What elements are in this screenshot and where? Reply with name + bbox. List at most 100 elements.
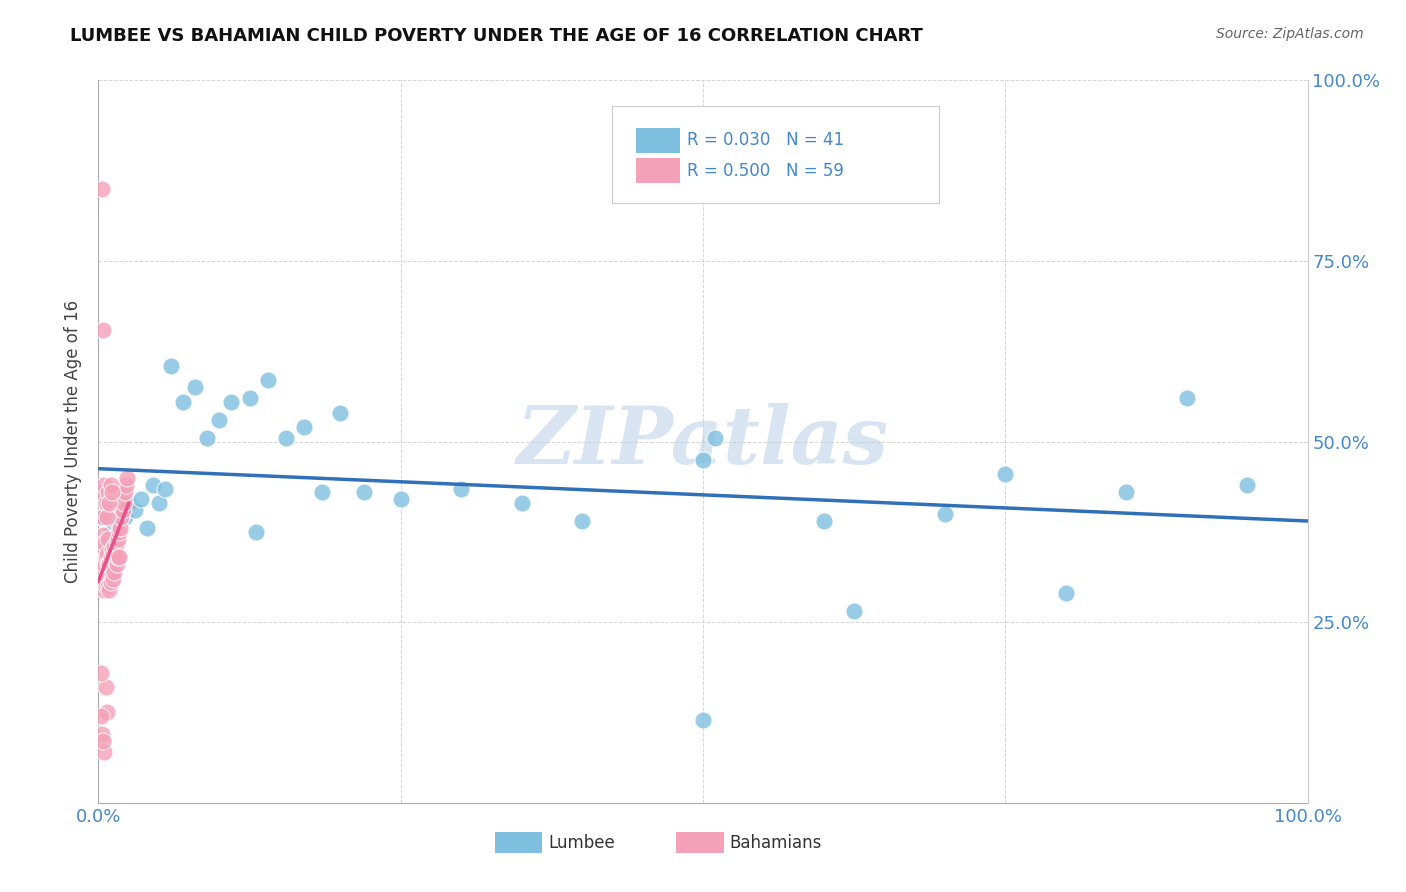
Point [107,550,129,565]
Point [389,492,412,507]
FancyBboxPatch shape [613,105,939,203]
Point [93,582,115,597]
Point [108,485,131,500]
FancyBboxPatch shape [676,832,724,854]
Text: Bahamians: Bahamians [730,833,823,852]
Point [94,579,117,593]
Y-axis label: Child Poverty Under the Age of 16: Child Poverty Under the Age of 16 [65,300,83,583]
Point [256,373,278,387]
Point [160,359,183,373]
Point [93,510,115,524]
Point [124,503,146,517]
Point [108,524,131,539]
Point [93,535,115,549]
Point [311,485,333,500]
Point [1115,485,1137,500]
Point [96,510,118,524]
Point [934,507,956,521]
Point [184,380,207,394]
Point [115,478,138,492]
Point [274,431,297,445]
Point [100,542,122,557]
Point [101,572,124,586]
FancyBboxPatch shape [637,128,681,153]
Point [91,485,114,500]
Point [93,745,115,759]
Text: LUMBEE VS BAHAMIAN CHILD POVERTY UNDER THE AGE OF 16 CORRELATION CHART: LUMBEE VS BAHAMIAN CHILD POVERTY UNDER T… [70,27,924,45]
Point [105,558,128,572]
Point [111,503,134,517]
Point [239,391,262,405]
Point [994,467,1017,481]
Point [104,550,127,565]
Point [100,575,122,590]
Point [91,568,114,582]
Point [118,496,141,510]
Point [100,478,122,492]
Point [94,550,117,565]
Point [114,510,136,524]
Point [96,706,118,720]
Point [98,582,121,597]
Point [98,496,121,510]
Point [353,485,375,500]
Point [510,496,533,510]
Text: Source: ZipAtlas.com: Source: ZipAtlas.com [1216,27,1364,41]
Point [97,579,120,593]
Point [101,547,124,561]
Text: R = 0.030   N = 41: R = 0.030 N = 41 [688,131,845,149]
Point [135,521,157,535]
Point [813,514,835,528]
Point [111,485,134,500]
Point [108,521,131,535]
Point [153,482,176,496]
Point [208,413,231,427]
Point [692,452,714,467]
Point [172,394,194,409]
Point [108,550,131,565]
Point [1054,586,1077,600]
Text: Lumbee: Lumbee [548,833,614,852]
Point [91,579,114,593]
Point [221,394,243,409]
FancyBboxPatch shape [637,158,681,183]
Point [195,431,218,445]
Point [1175,391,1198,405]
Point [450,482,472,496]
Point [844,604,866,618]
Point [105,514,128,528]
Point [148,496,170,510]
Point [100,485,122,500]
Point [100,550,122,565]
Point [103,565,125,579]
Point [97,558,120,572]
Point [245,524,267,539]
Point [100,524,122,539]
Point [1236,478,1258,492]
Point [110,510,132,524]
Point [329,406,352,420]
Point [571,514,593,528]
Point [96,568,118,582]
Point [94,496,117,510]
Point [142,478,165,492]
Point [96,547,118,561]
Point [103,539,125,553]
Point [91,528,114,542]
Point [100,568,122,582]
Point [97,485,120,500]
Point [90,665,112,680]
Point [692,713,714,727]
Point [91,727,114,741]
Point [105,535,128,549]
Point [704,431,727,445]
Point [97,532,120,546]
Point [117,470,139,484]
Point [93,478,115,492]
Point [90,510,112,524]
Point [90,709,112,723]
Text: R = 0.500   N = 59: R = 0.500 N = 59 [688,161,844,179]
Point [91,182,114,196]
Point [93,558,115,572]
Point [114,485,136,500]
